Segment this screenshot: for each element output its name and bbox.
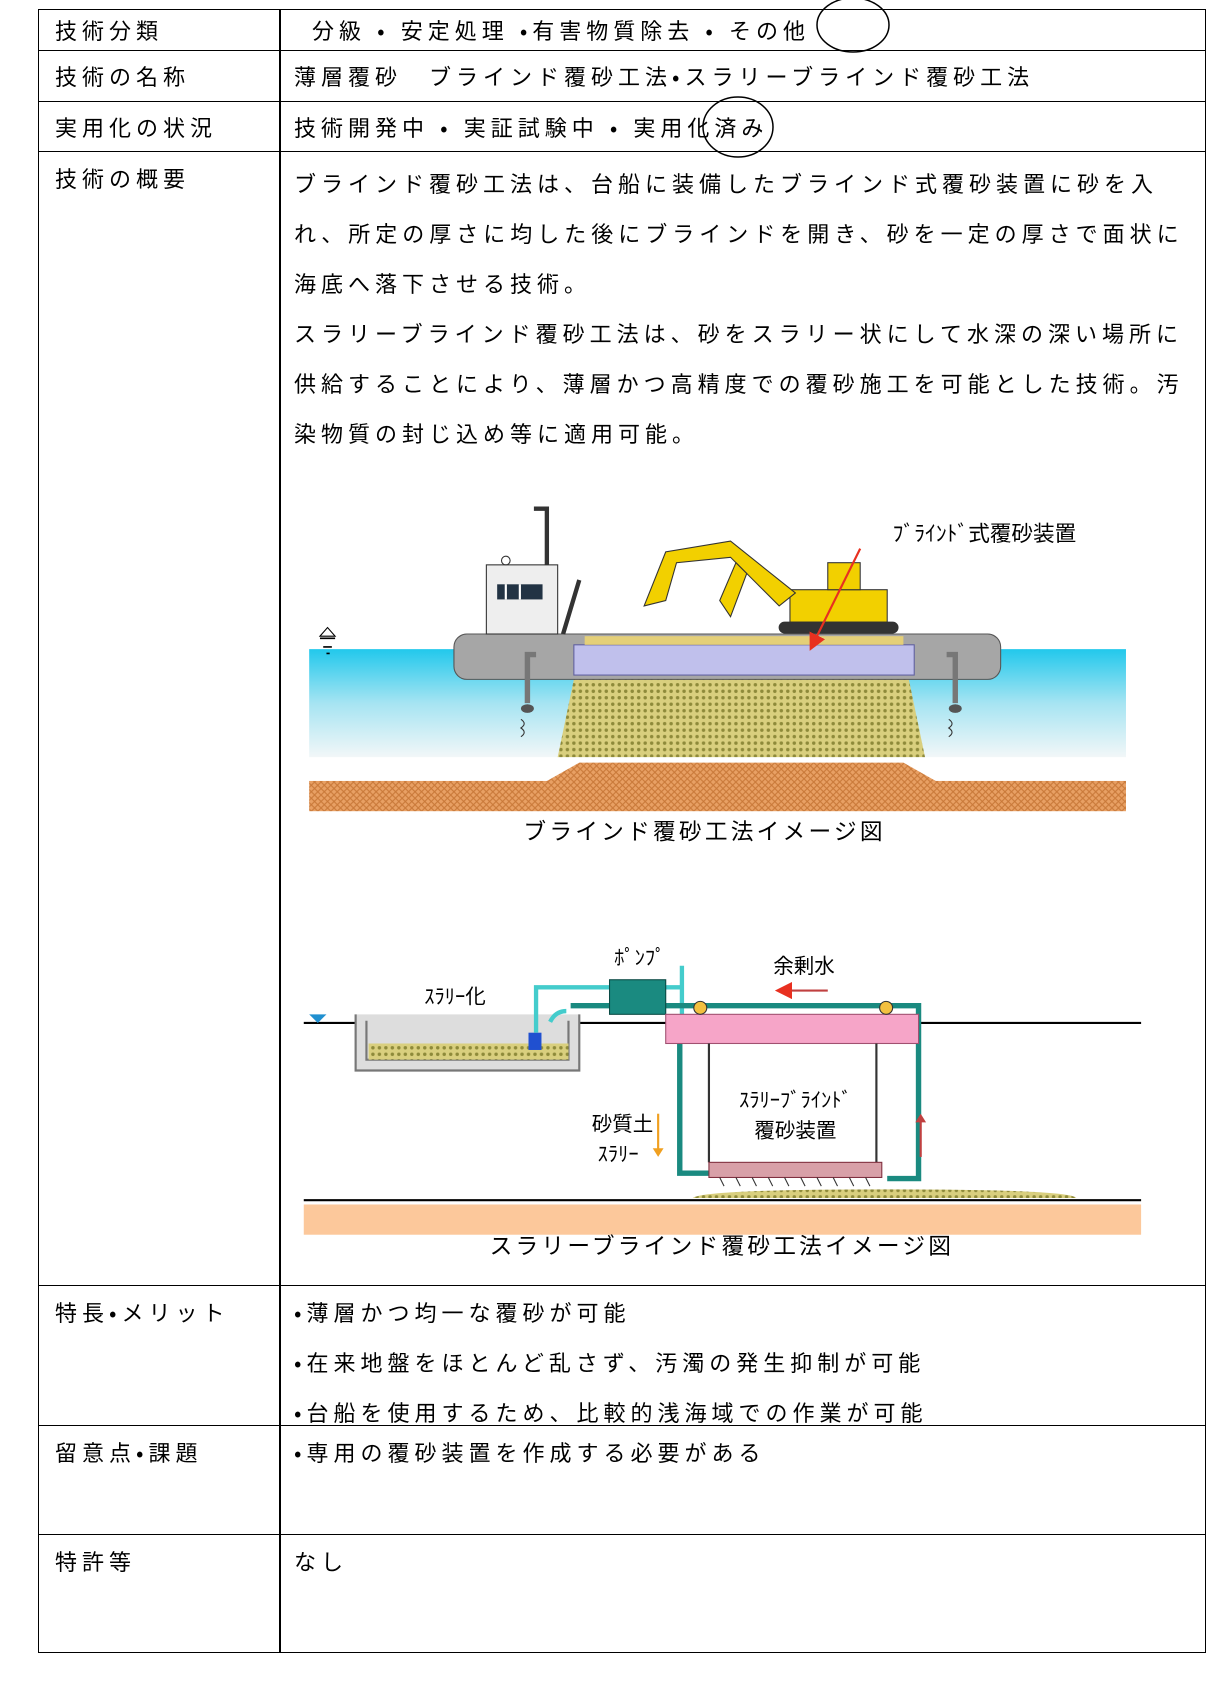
row-value: なし xyxy=(279,1534,1206,1653)
text-line: 海底へ落下させる技術。 xyxy=(294,272,592,297)
figure-label: ｽﾗﾘｰﾌﾞﾗｲﾝﾄﾞ xyxy=(739,1089,852,1112)
figure-label: ﾎﾟﾝﾌﾟ xyxy=(614,947,665,970)
row-label: 実用化の状況 xyxy=(38,101,281,152)
figure-blind: ﾌﾞﾗｲﾝﾄﾞ式覆砂装置 ブラインド覆砂工法イメージ図 xyxy=(309,506,1126,844)
row-label: 特長・メリット xyxy=(38,1285,281,1426)
label-text: 留意点・課題 xyxy=(55,1441,203,1466)
figure-label: ｽﾗﾘｰ xyxy=(598,1143,639,1166)
text-line: ブラインド覆砂工法は、台船に装備したブラインド式覆砂装置に砂を入 xyxy=(294,172,1159,197)
figure-label: 砂質土 xyxy=(592,1113,654,1136)
text-line: れ、所定の厚さに均した後にブラインドを開き、砂を一定の厚さで面状に xyxy=(294,222,1184,247)
row-label: 技術分類 xyxy=(38,9,281,51)
row-value: 分級 ・ 安定処理 ・有害物質除去 ・ その他 xyxy=(279,9,1206,51)
figure-label: 余剰水 xyxy=(773,955,835,978)
text-line: 染物質の封じ込め等に適用可能。 xyxy=(294,422,700,447)
row-label: 技術の名称 xyxy=(38,50,281,102)
figure-caption: スラリーブラインド覆砂工法イメージ図 xyxy=(490,1233,955,1259)
row-value: ・専用の覆砂装置を作成する必要がある xyxy=(279,1425,1206,1535)
text-line: ・薄層かつ均一な覆砂が可能 xyxy=(294,1301,631,1326)
figure-label: ﾌﾞﾗｲﾝﾄﾞ式覆砂装置 xyxy=(893,521,1077,546)
row-label: 特許等 xyxy=(38,1534,281,1653)
text-line: スラリーブラインド覆砂工法は、砂をスラリー状にして水深の深い場所に xyxy=(294,322,1184,347)
figure-slurry: ﾎﾟﾝﾌﾟ 余剰水 ｽﾗﾘｰ化 ｽﾗﾘｰﾌﾞﾗｲﾝﾄﾞ 覆砂装置 砂質土 ｽﾗﾘ… xyxy=(303,947,1142,1259)
figure-label: ｽﾗﾘｰ化 xyxy=(424,986,486,1009)
row-value: ブラインド覆砂工法は、台船に装備したブラインド式覆砂装置に砂を入 れ、所定の厚さ… xyxy=(279,151,1206,1286)
row-label: 技術の概要 xyxy=(38,151,281,1286)
label-text: 特許等 xyxy=(55,1550,137,1575)
text-line: ・専用の覆砂装置を作成する必要がある xyxy=(294,1441,766,1466)
text-line: なし xyxy=(294,1550,349,1575)
label-text: 特長・メリット xyxy=(55,1301,230,1326)
label-text: 技術の概要 xyxy=(55,167,191,192)
row-value: 薄層覆砂 ブラインド覆砂工法・スラリーブラインド覆砂工法 xyxy=(279,50,1206,102)
row-value: 技術開発中 ・ 実証試験中 ・ 実用化済み xyxy=(279,101,1206,152)
text-line: 供給することにより、薄層かつ高精度での覆砂施工を可能とした技術。汚 xyxy=(294,372,1184,397)
row-label: 留意点・課題 xyxy=(38,1425,281,1535)
text-line: ・在来地盤をほとんど乱さず、汚濁の発生抑制が可能 xyxy=(294,1351,926,1376)
figures: ﾌﾞﾗｲﾝﾄﾞ式覆砂装置 ブラインド覆砂工法イメージ図 ﾎﾟﾝﾌﾟ xyxy=(303,506,1142,1259)
text-line: ・台船を使用するため、比較的浅海域での作業が可能 xyxy=(294,1401,928,1426)
figure-label: 覆砂装置 xyxy=(754,1119,836,1142)
row-value: ・薄層かつ均一な覆砂が可能 ・在来地盤をほとんど乱さず、汚濁の発生抑制が可能 ・… xyxy=(279,1285,1206,1426)
figure-caption: ブラインド覆砂工法イメージ図 xyxy=(523,818,885,844)
